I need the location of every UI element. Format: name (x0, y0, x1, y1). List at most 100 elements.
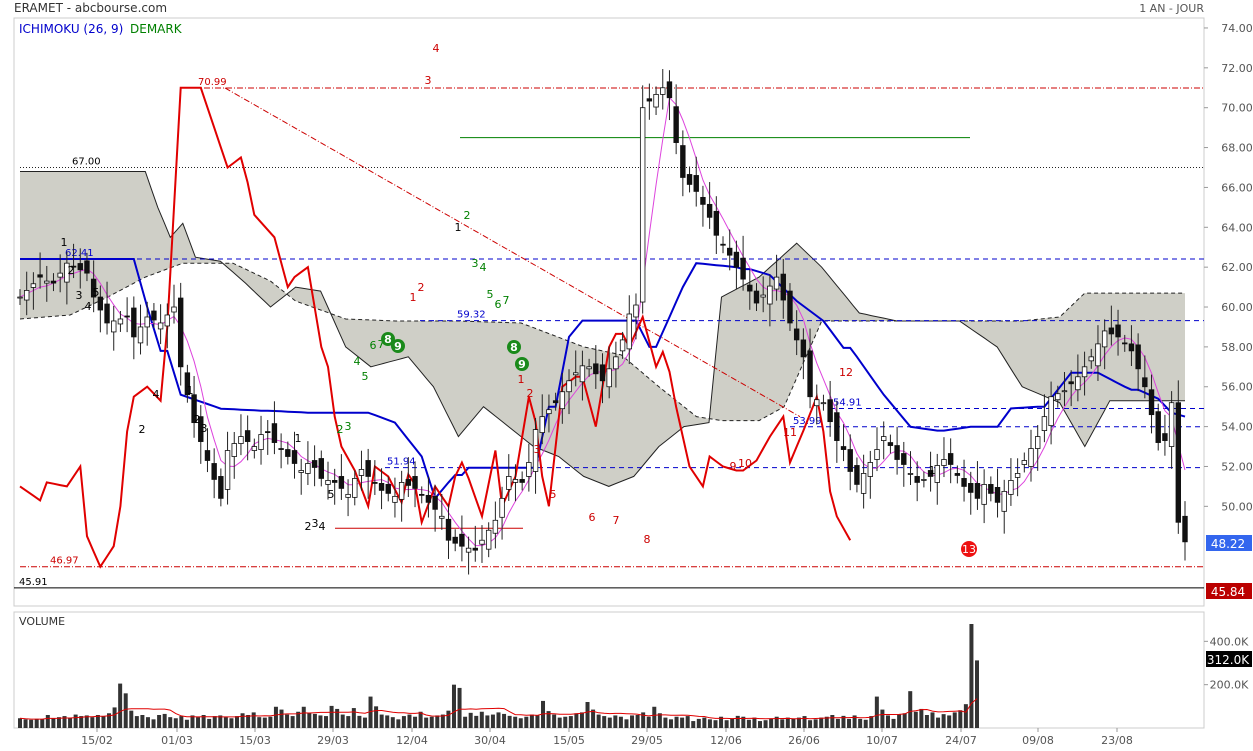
candle-body (64, 262, 70, 283)
candle-body (941, 459, 947, 466)
candle-body (432, 495, 438, 510)
volume-bar (234, 716, 239, 728)
candle-body (613, 356, 619, 370)
volume-bar (429, 716, 434, 728)
date-tick-label: 24/07 (945, 734, 977, 747)
candle-body (1095, 343, 1101, 367)
volume-bar (223, 717, 228, 728)
volume-bar (351, 708, 356, 728)
candle-body (325, 480, 331, 485)
volume-bar (758, 721, 763, 728)
candle-body (854, 465, 860, 485)
volume-bar (513, 716, 518, 728)
period-label: 1 AN - JOUR (1139, 2, 1204, 15)
volume-bar (212, 716, 217, 728)
candle-body (546, 409, 552, 415)
demark-count-label: 5 (93, 286, 100, 299)
candle-body (258, 434, 264, 450)
price-tick-label: 58.00 (1221, 341, 1253, 354)
candle-body (331, 480, 338, 483)
candle-body (894, 445, 900, 460)
candle-body (164, 314, 170, 327)
demark-count-label: 2 (418, 281, 425, 294)
candle-body (17, 296, 23, 299)
candle-body (720, 243, 726, 246)
candle-body (733, 251, 740, 268)
volume-bar (902, 713, 907, 728)
volume-bar (552, 714, 557, 728)
candle-body (1068, 381, 1074, 385)
candle-body (874, 449, 880, 460)
candle-body (1115, 324, 1121, 338)
volume-bar (963, 704, 968, 728)
demark-count-label: 7 (378, 338, 385, 351)
volume-bar (357, 715, 362, 728)
date-tick-label: 29/03 (317, 734, 349, 747)
volume-bar (312, 713, 317, 728)
candle-body (860, 473, 867, 494)
candle-body (901, 453, 907, 465)
volume-bar (930, 712, 935, 728)
volume-bar (151, 719, 156, 728)
volume-bar (440, 714, 445, 728)
volume-bar (752, 717, 757, 728)
candle-body (526, 462, 532, 477)
candle-body (793, 328, 800, 341)
candle-body (425, 494, 432, 503)
candle-body (988, 484, 994, 494)
volume-bar (290, 716, 295, 728)
low-price-badge (1206, 583, 1252, 599)
volume-bar (880, 709, 885, 728)
candle-body (512, 479, 519, 483)
volume-bar (262, 717, 267, 728)
candle-body (204, 450, 211, 461)
candle-body (660, 87, 666, 95)
volume-bar (646, 716, 651, 728)
volume-bar (140, 715, 145, 728)
volume-bar (841, 715, 846, 728)
candle-body (1055, 393, 1061, 401)
candle-body (867, 462, 874, 477)
volume-bar (318, 715, 323, 728)
volume-bar (418, 711, 423, 728)
candle-body (251, 446, 258, 451)
volume-bar (624, 719, 629, 728)
demark-count-label: 1 (518, 373, 525, 386)
candle-body (1101, 330, 1108, 348)
candle-body (445, 518, 452, 541)
volume-bar (279, 709, 284, 728)
candle-body (954, 473, 961, 476)
candlesticks (17, 69, 1188, 575)
price-tick-label: 56.00 (1221, 381, 1253, 394)
candle-body (405, 479, 412, 486)
candle-body (619, 339, 626, 352)
candle-body (157, 322, 164, 330)
demark-count-label: 3 (534, 443, 541, 456)
volume-bar (696, 718, 701, 728)
volume-bar (301, 706, 306, 728)
candle-body (539, 416, 545, 433)
volume-bar (145, 717, 150, 728)
volume-bar (657, 713, 662, 728)
candle-body (198, 416, 204, 442)
candle-body (1001, 490, 1007, 512)
volume-bar (785, 717, 790, 728)
level-label: 54.91 (833, 397, 862, 408)
candle-body (1108, 327, 1115, 335)
demark-count-label: 4 (480, 261, 487, 274)
demark-count-label: 5 (550, 488, 557, 501)
demark-countdown-label: 13 (962, 543, 976, 556)
date-tick-label: 15/05 (553, 734, 585, 747)
demark-count-label: 1 (295, 432, 302, 445)
candle-body (727, 247, 733, 256)
volume-bar (257, 717, 262, 728)
volume-bar (919, 708, 924, 728)
volume-bar (830, 715, 835, 728)
candle-body (392, 495, 398, 503)
volume-average-line (19, 698, 978, 720)
last-price-value: 48.22 (1211, 537, 1245, 551)
date-tick-label: 01/03 (161, 734, 193, 747)
candle-body (137, 326, 144, 344)
volume-bar (68, 717, 73, 728)
volume-bar (735, 715, 740, 728)
